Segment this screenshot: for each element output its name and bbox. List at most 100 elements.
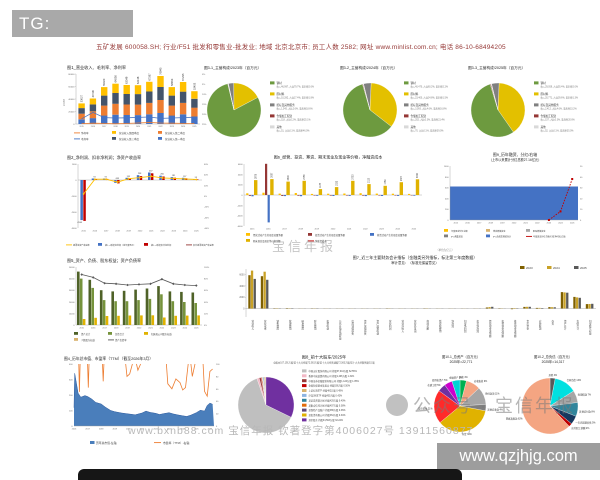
svg-text:1522: 1522: [336, 180, 338, 186]
svg-text:资产负债率: 资产负债率: [115, 338, 127, 342]
svg-text:2025: 2025: [194, 428, 199, 430]
svg-text:200: 200: [69, 395, 73, 397]
svg-text:利润总额: 利润总额: [426, 319, 429, 331]
svg-text:全国社保基金某组合 持股536万股 0.50%: 全国社保基金某组合 持股536万股 0.50%: [309, 384, 350, 388]
chart-net-profit-roe: 图2_净利润、扣非净利润；净资产收益率 1000 0 -1000 -2000 -3000 6…: [60, 152, 224, 254]
svg-text:营业收入第四季度: 营业收入第四季度: [119, 131, 140, 135]
svg-text:5%: 5%: [202, 84, 205, 86]
svg-text:2016: 2016: [91, 126, 95, 128]
svg-text:2000: 2000: [238, 185, 243, 187]
svg-text:2025: 2025: [192, 126, 196, 128]
svg-text:30000: 30000: [69, 290, 75, 292]
svg-text:图3-2_主营构成/2024年（百万元）: 图3-2_主营构成/2024年（百万元）: [340, 65, 397, 70]
svg-text:收入29,059, 占比55.4%, 毛利率2.0%: 收入29,059, 占比55.4%, 毛利率2.0%: [541, 85, 578, 89]
svg-text:IPO及增发募资合计: IPO及增发募资合计: [493, 235, 511, 239]
svg-text:收入51, 占比0.1%, 毛利率46.0%: 收入51, 占比0.1%, 毛利率46.0%: [277, 129, 310, 133]
svg-text:2018: 2018: [99, 428, 104, 430]
svg-text:-2000: -2000: [237, 205, 243, 207]
svg-text:应收账款: 应收账款: [538, 319, 541, 331]
svg-text:62148: 62148: [136, 76, 140, 84]
svg-text:年度现金分红总额: 年度现金分红总额: [451, 229, 469, 233]
svg-text:应付职工薪酬 2%: 应付职工薪酬 2%: [572, 426, 590, 430]
svg-text:第1~4季度扣非净利润: 第1~4季度扣非净利润: [151, 243, 171, 247]
svg-text:2023: 2023: [547, 222, 552, 224]
svg-text:40: 40: [580, 177, 583, 179]
svg-text:20000: 20000: [68, 112, 75, 114]
svg-text:64536: 64536: [113, 75, 117, 83]
svg-text:图4_历年总市值、市盈率（TTM）（截至2026年3月）: 图4_历年总市值、市盈率（TTM）（截至2026年3月）: [64, 356, 153, 361]
panda-logo-icon: [386, 394, 408, 416]
svg-text:2019: 2019: [500, 222, 505, 224]
svg-text:33027: 33027: [80, 94, 84, 102]
svg-text:2016: 2016: [465, 222, 470, 224]
svg-text:4000: 4000: [239, 286, 245, 288]
svg-text:招标及其他服务: 招标及其他服务: [411, 103, 430, 107]
svg-text:62348: 62348: [125, 76, 129, 84]
svg-text:（单位为亿元）: （单位为亿元）: [436, 248, 454, 252]
svg-text:招标及其他服务: 招标及其他服务: [277, 103, 296, 107]
svg-text:图3-3_主营构成/2025年（百万元）: 图3-3_主营构成/2025年（百万元）: [468, 65, 525, 70]
chart-top10-shareholders-pie: 图8_前十大股东/2025年 总股本107,191万股/前十大共持股72,563万…: [230, 352, 418, 456]
svg-text:应付票据及账款 62%: 应付票据及账款 62%: [506, 417, 523, 421]
svg-text:其他应收款 4%: 其他应收款 4%: [487, 407, 502, 411]
svg-text:-2509: -2509: [77, 222, 83, 224]
svg-text:60%: 60%: [204, 290, 208, 292]
svg-text:2017: 2017: [102, 126, 106, 128]
svg-text:-40%: -40%: [204, 217, 209, 219]
svg-text:负债合计: 负债合计: [115, 332, 125, 336]
svg-text:2020: 2020: [137, 327, 142, 329]
svg-text:营业收入第三季度: 营业收入第三季度: [119, 137, 140, 141]
chart-composition-pie-2023: 图3-1_主营构成/2023年（百万元） 钢材 收入46,997, 占比79.7%,…: [200, 62, 336, 152]
svg-text:净利率: 净利率: [81, 131, 89, 135]
svg-text:10000: 10000: [69, 313, 75, 315]
svg-text:2020: 2020: [512, 222, 517, 224]
svg-text:2022: 2022: [153, 428, 158, 430]
svg-text:2021: 2021: [148, 327, 153, 329]
svg-text:600: 600: [445, 188, 449, 190]
svg-text:中国证券金融股份有限公司 持股1,124万股 1.05%: 中国证券金融股份有限公司 持股1,124万股 1.05%: [309, 379, 359, 383]
svg-text:2019: 2019: [113, 428, 118, 430]
svg-text:配股募集资金: 配股募集资金: [533, 229, 546, 233]
svg-text:营业收入第一季度: 营业收入第一季度: [165, 137, 186, 141]
svg-text:2024: 2024: [395, 228, 400, 230]
svg-text:2024: 2024: [180, 428, 185, 430]
svg-text:销售费用: 销售费用: [276, 319, 279, 331]
svg-text:0: 0: [241, 195, 243, 197]
chart-composition-pie-2024: 图3-2_主营构成/2024年（百万元） 钢材 收入40,470, 占比60.2%,…: [336, 62, 464, 152]
svg-text:2020: 2020: [136, 126, 140, 128]
svg-text:投资收益: 投资收益: [326, 319, 329, 331]
svg-text:营业成本: 营业成本: [263, 319, 266, 331]
svg-text:3040: 3040: [417, 172, 419, 178]
svg-text:2026: 2026: [208, 428, 213, 430]
svg-text:2018: 2018: [488, 222, 493, 224]
svg-text:2023: 2023: [167, 428, 172, 430]
svg-text:2023: 2023: [171, 327, 176, 329]
svg-text:图3-1_主营构成/2023年（百万元）: 图3-1_主营构成/2023年（百万元）: [204, 65, 261, 70]
svg-text:40000: 40000: [69, 279, 75, 281]
svg-text:0: 0: [73, 325, 75, 327]
svg-text:归属母公司股东权益: 归属母公司股东权益: [151, 332, 172, 336]
svg-text:20%: 20%: [204, 313, 208, 315]
svg-text:6000: 6000: [238, 164, 243, 166]
svg-text:400: 400: [69, 364, 73, 366]
svg-text:存货: 存货: [551, 319, 554, 326]
svg-text:公允价值变动收益: 公允价值变动收益: [338, 319, 341, 341]
svg-text:50: 50: [580, 166, 583, 168]
svg-text:2018: 2018: [113, 126, 117, 128]
svg-text:2025年=14,317: 2025年=14,317: [542, 359, 565, 364]
svg-text:财务费用: 财务费用: [313, 319, 316, 331]
chart-composition-pie-2025: 图3-3_主营构成/2025年（百万元） 钢材 收入29,059, 占比55.4%,…: [464, 62, 598, 152]
svg-text:800: 800: [445, 177, 449, 179]
svg-text:266: 266: [160, 174, 164, 176]
svg-text:某保险产品账户 持股386万股 0.36%: 某保险产品账户 持股386万股 0.36%: [309, 408, 346, 412]
svg-text:金融资产 5%: 金融资产 5%: [449, 375, 462, 379]
svg-text:40: 40: [216, 401, 219, 403]
svg-text:其余股东 持股34,563万股 32.24%: 其余股东 持股34,563万股 32.24%: [309, 418, 343, 422]
svg-text:收入20,771, 占比39.6%, 毛利率1.3%: 收入20,771, 占比39.6%, 毛利率1.3%: [541, 96, 578, 100]
svg-text:1135: 1135: [320, 182, 322, 188]
svg-text:2025: 2025: [570, 222, 575, 224]
svg-text:2024: 2024: [181, 126, 185, 128]
svg-text:所得税费用: 所得税费用: [438, 319, 441, 333]
svg-text:0: 0: [580, 220, 582, 222]
svg-text:归母净利润: 归母净利润: [463, 319, 466, 333]
